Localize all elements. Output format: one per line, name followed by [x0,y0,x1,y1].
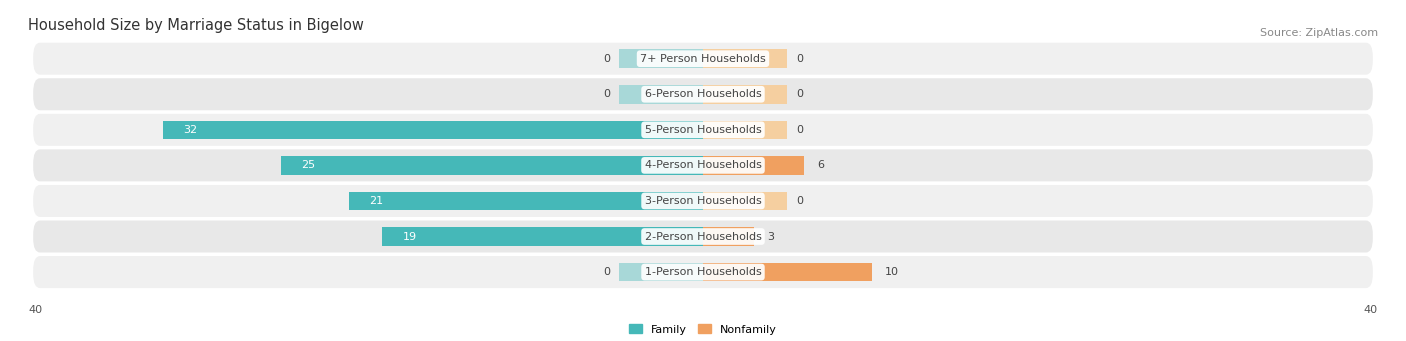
Text: 1-Person Households: 1-Person Households [644,267,762,277]
Bar [703,85,787,104]
Bar [349,192,703,210]
Text: 0: 0 [796,54,803,64]
Text: 0: 0 [796,196,803,206]
Text: 5-Person Households: 5-Person Households [644,125,762,135]
Text: 21: 21 [368,196,382,206]
FancyBboxPatch shape [34,256,1372,288]
FancyBboxPatch shape [34,78,1372,110]
Bar [703,156,804,175]
FancyBboxPatch shape [34,221,1372,252]
Text: 6: 6 [818,160,825,170]
Bar [163,121,703,139]
Bar [281,156,703,175]
Text: 3: 3 [768,232,775,241]
FancyBboxPatch shape [34,114,1372,146]
Text: 19: 19 [402,232,416,241]
Text: 32: 32 [183,125,197,135]
Text: 3-Person Households: 3-Person Households [644,196,762,206]
Text: 0: 0 [796,89,803,99]
Legend: Family, Nonfamily: Family, Nonfamily [624,320,782,339]
Bar [703,192,787,210]
Text: 40: 40 [1364,305,1378,315]
Bar [703,49,787,68]
Bar [703,263,872,281]
Text: 40: 40 [28,305,42,315]
Bar [619,49,703,68]
FancyBboxPatch shape [34,149,1372,181]
Text: 2-Person Households: 2-Person Households [644,232,762,241]
Text: Household Size by Marriage Status in Bigelow: Household Size by Marriage Status in Big… [28,18,364,33]
Text: Source: ZipAtlas.com: Source: ZipAtlas.com [1260,28,1378,39]
FancyBboxPatch shape [34,185,1372,217]
Bar [382,227,703,246]
Bar [619,263,703,281]
Text: 4-Person Households: 4-Person Households [644,160,762,170]
Text: 7+ Person Households: 7+ Person Households [640,54,766,64]
Text: 25: 25 [301,160,315,170]
Bar [703,121,787,139]
Bar [619,85,703,104]
FancyBboxPatch shape [34,43,1372,75]
Text: 0: 0 [603,267,610,277]
Text: 0: 0 [603,54,610,64]
Text: 0: 0 [796,125,803,135]
Bar [703,227,754,246]
Text: 6-Person Households: 6-Person Households [644,89,762,99]
Text: 0: 0 [603,89,610,99]
Text: 10: 10 [886,267,900,277]
